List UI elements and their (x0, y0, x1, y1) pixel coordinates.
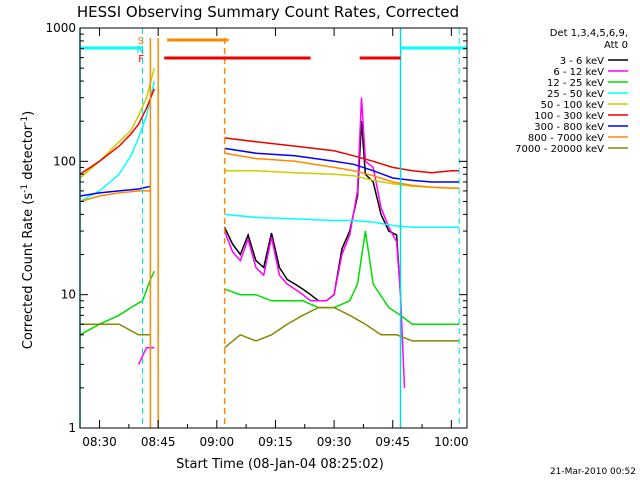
flags-layer: SNF (80, 36, 467, 65)
x-tick-label: 09:00 (200, 435, 235, 449)
y-tick-label: 1000 (45, 21, 76, 35)
flag-label-n: N (137, 45, 144, 56)
x-tick-label: 09:15 (258, 435, 293, 449)
x-tick-label: 10:00 (434, 435, 469, 449)
plot-frame (79, 27, 468, 429)
y-axis-label-mid: detector (21, 124, 36, 184)
x-axis-label: Start Time (08-Jan-04 08:25:02) (176, 457, 384, 472)
series-line-300-800-kev (79, 147, 460, 197)
legend-entry-label: 12 - 25 keV (547, 78, 604, 89)
y-axis-label-main: Corrected Count Rate (s (21, 193, 36, 350)
series-line-6-12-kev (137, 97, 406, 388)
x-tick-label: 09:30 (317, 435, 352, 449)
series-layer (79, 67, 460, 388)
x-axis: 08:30 08:45 09:00 09:15 09:30 09:45 10:00 (82, 28, 469, 449)
footer-timestamp: 21-Mar-2010 00:52 (550, 467, 636, 477)
x-tick-label: 08:30 (82, 435, 117, 449)
legend-entry-label: 800 - 7000 keV (528, 133, 604, 144)
legend-entry-label: 100 - 300 keV (534, 111, 604, 122)
y-tick-label: 100 (53, 154, 76, 168)
legend-header-line: Det 1,3,4,5,6,9, (550, 28, 628, 39)
series-line-7000-20000-kev (80, 306, 460, 349)
legend-entry-label: 50 - 100 keV (541, 100, 605, 111)
y-tick-label: 1 (68, 421, 76, 435)
legend-entry-label: 300 - 800 keV (534, 122, 604, 133)
series-line-25-50-kev (79, 80, 460, 229)
series-line-800-7000-kev (79, 152, 460, 203)
legend-header-line: Att 0 (604, 40, 628, 51)
y-tick-label: 10 (61, 288, 76, 302)
x-tick-label: 09:45 (375, 435, 410, 449)
y-axis-label-sup2: -1 (20, 116, 30, 125)
legend-entry-label: 25 - 50 keV (547, 89, 604, 100)
legend-entry-label: 6 - 12 keV (553, 67, 604, 78)
y-axis-label: Corrected Count Rate (s-1 detector-1) (20, 111, 36, 349)
flag-label-s: S (138, 36, 144, 47)
y-axis: 1 10 100 1000 (45, 21, 467, 435)
x-tick-label: 08:45 (141, 435, 176, 449)
flag-label-f: F (138, 54, 144, 65)
y-axis-label-sup: -1 (20, 184, 30, 193)
legend-entry-label: 3 - 6 keV (560, 56, 604, 67)
y-axis-label-end: ) (21, 111, 36, 116)
markers-layer (79, 28, 460, 428)
series-line-50-100-kev (79, 67, 460, 189)
legend-entry-label: 7000 - 20000 keV (515, 144, 604, 155)
chart-title: HESSI Observing Summary Count Rates, Cor… (77, 3, 459, 21)
series-line-100-300-kev (79, 88, 460, 175)
